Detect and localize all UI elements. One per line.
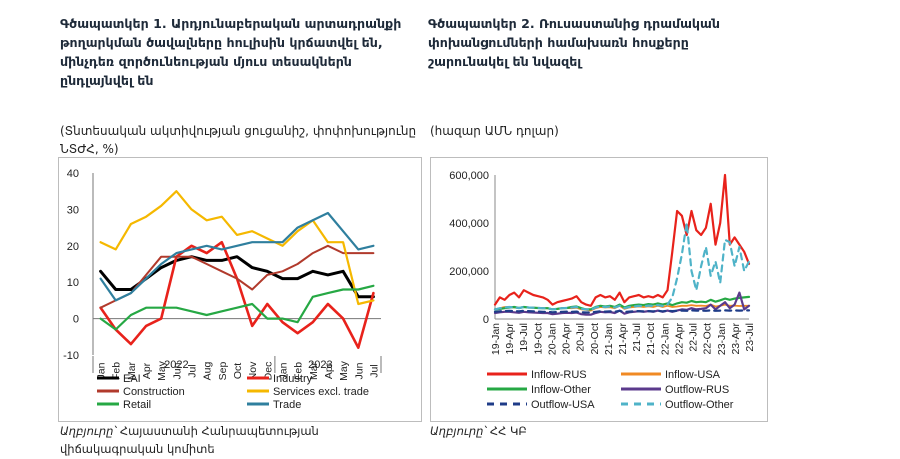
right-source-label: Աղբյուրը՝ xyxy=(430,424,487,438)
x-tick-label: 19-Oct xyxy=(532,323,544,355)
x-tick-label: 21-Jul xyxy=(631,323,643,352)
x-tick-label: Jan xyxy=(277,362,289,379)
legend-label: Outflow-USA xyxy=(531,399,595,411)
legend-label: Inflow-RUS xyxy=(531,369,587,381)
right-source-note: Աղբյուրը՝ ՀՀ ԿԲ xyxy=(430,422,527,440)
series-line-retail xyxy=(99,284,375,331)
x-tick-label: 21-Jan xyxy=(603,323,615,355)
y-tick-label: -10 xyxy=(63,350,79,362)
x-tick-label: Oct xyxy=(232,363,244,379)
legend-label: EAI xyxy=(123,373,141,385)
x-tick-label: Sep xyxy=(217,362,229,381)
series-line-inflow-other xyxy=(493,295,751,311)
x-tick-label: 23-Jan xyxy=(716,323,728,355)
legend-label: Outflow-Other xyxy=(665,399,734,411)
right-chart: 0 200,000 400,000 600,000 19-Jan 19-Apr 19-Jul… xyxy=(449,170,756,411)
x-tick-label: 20-Jul xyxy=(575,323,587,352)
x-tick-label: Feb xyxy=(111,362,123,380)
x-tick-label: May xyxy=(156,360,168,381)
left-chart-subtitle: (Տնտեսական ակտիվության ցուցանիշ, փոփոխու… xyxy=(60,124,417,156)
legend-label: Retail xyxy=(123,399,151,411)
x-tick-label: Feb xyxy=(293,362,305,380)
right-chart-subtitle: (հազար ԱՄՆ դոլար) xyxy=(430,124,559,138)
x-tick-label: 22-Jan xyxy=(659,323,671,355)
right-source-text: ՀՀ ԿԲ xyxy=(489,424,527,438)
x-tick-label: 21-Oct xyxy=(645,323,657,355)
x-tick-label: Dec xyxy=(262,362,274,381)
series-line-construction xyxy=(99,244,375,309)
y-tick-label: 200,000 xyxy=(449,266,489,278)
legend-label: Services excl. trade xyxy=(273,386,369,398)
legend-label: Trade xyxy=(273,399,301,411)
y-tick-label: 600,000 xyxy=(449,170,489,182)
left-source-note: Աղբյուրը՝ Հայաստանի Հանրապետության վիճակ… xyxy=(60,422,420,458)
y-tick-label: 30 xyxy=(67,204,79,216)
legend-label: Construction xyxy=(123,386,185,398)
x-tick-label: 22-Jul xyxy=(688,323,700,352)
x-tick-label: Nov xyxy=(247,361,259,380)
y-tick-label: 0 xyxy=(483,314,489,326)
year-label: 2023 xyxy=(308,359,332,371)
legend-label: Outflow-RUS xyxy=(665,384,729,396)
y-tick-label: 0 xyxy=(73,314,79,326)
legend-label: Industry xyxy=(273,373,313,385)
left-chart-title: Գծապատկեր 1. Արդյունաբերական արտադրանքի … xyxy=(60,16,402,88)
x-tick-label: Jul xyxy=(187,364,199,377)
x-tick-label: 23-Apr xyxy=(730,322,742,354)
y-tick-label: 400,000 xyxy=(449,218,489,230)
x-tick-label: 22-Oct xyxy=(702,323,714,355)
x-tick-label: 19-Apr xyxy=(504,322,516,354)
legend-label: Inflow-Other xyxy=(531,384,591,396)
x-tick-label: Jun xyxy=(171,362,183,379)
series-line-outflow-other xyxy=(493,221,751,311)
series-line-trade xyxy=(99,211,375,302)
left-source-label: Աղբյուրը՝ xyxy=(60,424,117,438)
x-tick-label: 20-Jan xyxy=(546,323,558,355)
x-tick-label: Jun xyxy=(353,362,365,379)
x-tick-label: 21-Apr xyxy=(617,322,629,354)
x-tick-label: 23-Jul xyxy=(744,323,756,352)
left-source-text: Հայաստանի Հանրապետության վիճակագրական կո… xyxy=(60,424,319,456)
right-chart-frame: 0 200,000 400,000 600,000 19-Jan 19-Apr 19-Jul… xyxy=(430,157,768,422)
y-tick-label: 20 xyxy=(67,241,79,253)
x-tick-label: Mar xyxy=(308,361,320,380)
year-label: 2022 xyxy=(164,359,188,371)
x-tick-label: Aug xyxy=(202,362,214,381)
x-tick-label: May xyxy=(338,360,350,381)
y-tick-label: 40 xyxy=(67,168,79,180)
series-line-services-excl-trade xyxy=(99,190,375,306)
x-tick-label: Apr xyxy=(141,362,153,379)
x-tick-label: Mar xyxy=(126,361,138,380)
x-tick-label: 22-Apr xyxy=(673,322,685,354)
series-line-outflow-usa xyxy=(493,309,751,314)
legend-label: Inflow-USA xyxy=(665,369,721,381)
left-chart-frame: -10 0 10 20 30 40 Jan Feb Mar Apr May Jun Jul Aug Sep O… xyxy=(58,157,422,422)
x-tick-label: Apr xyxy=(323,362,335,379)
x-tick-label: 19-Jul xyxy=(518,323,530,352)
right-chart-title: Գծապատկեր 2. Ռուսաստանից դրամական փոխանց… xyxy=(428,16,720,69)
x-tick-label: Jul xyxy=(368,364,380,377)
x-tick-label: 19-Jan xyxy=(490,323,502,355)
x-tick-label: Jan xyxy=(96,362,108,379)
x-tick-label: 20-Apr xyxy=(561,322,573,354)
series-line-inflow-rus xyxy=(493,173,751,307)
y-tick-label: 10 xyxy=(67,277,79,289)
x-tick-label: 20-Oct xyxy=(589,323,601,355)
